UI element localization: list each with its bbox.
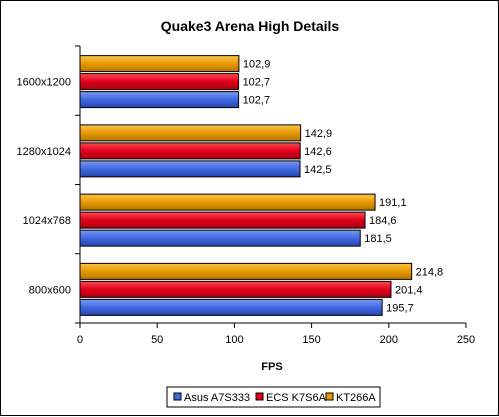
y-tick-label: 1600x1200	[17, 77, 71, 89]
bar-800x600-ecs-k7s6a	[79, 280, 392, 298]
legend-swatch	[173, 392, 182, 401]
bar-800x600-asus-a7s333	[79, 298, 383, 316]
axes-layer: 1600x1200 1280x1024 1024x768 800x600 0 50 100 1…	[17, 45, 475, 346]
y-tick-label: 800x600	[29, 284, 71, 296]
data-label: 102,7	[243, 95, 271, 107]
bar-1024x768-asus-a7s333	[79, 229, 361, 247]
data-label: 142,5	[304, 164, 332, 176]
bar-1024x768-kt266a	[79, 193, 376, 211]
y-tick-label: 1280x1024	[17, 146, 71, 158]
bar-800x600-kt266a	[79, 262, 413, 280]
x-tick-label: 100	[225, 334, 243, 346]
legend-swatch	[325, 392, 334, 401]
x-axis-title: FPS	[261, 361, 282, 373]
bar-1280x1024-kt266a	[79, 124, 302, 142]
bar-1600x1200-kt266a	[79, 55, 240, 73]
data-label: 201,4	[395, 284, 423, 296]
data-label: 184,6	[369, 215, 397, 227]
bar-1600x1200-asus-a7s333	[79, 91, 240, 109]
bar-1280x1024-ecs-k7s6a	[79, 142, 301, 160]
legend-label: KT266A	[336, 392, 376, 404]
bars-layer: 102,7 102,7 102,9 142,5 142,6 142,9 181,5 184,6…	[79, 55, 444, 316]
data-label: 102,7	[243, 77, 271, 89]
data-label: 214,8	[416, 266, 444, 278]
legend-label: ECS K7S6A	[266, 392, 327, 404]
x-tick-label: 0	[77, 334, 83, 346]
bar-1600x1200-ecs-k7s6a	[79, 73, 240, 91]
x-tick-label: 150	[302, 334, 320, 346]
chart-title: Quake3 Arena High Details	[161, 18, 340, 34]
legend-label: Asus A7S333	[184, 392, 250, 404]
bar-1280x1024-asus-a7s333	[79, 160, 301, 178]
data-label: 191,1	[379, 197, 407, 209]
x-tick-label: 200	[380, 334, 398, 346]
data-label: 142,9	[305, 128, 333, 140]
x-tick-label: 50	[151, 334, 163, 346]
data-label: 102,9	[243, 59, 271, 71]
legend: Asus A7S333 ECS K7S6A KT266A	[166, 386, 381, 408]
y-tick-label: 1024x768	[23, 215, 71, 227]
data-label: 142,6	[304, 146, 332, 158]
data-label: 195,7	[386, 302, 414, 314]
legend-swatch	[255, 392, 264, 401]
legend-box	[166, 386, 381, 408]
bar-1024x768-ecs-k7s6a	[79, 211, 366, 229]
x-tick-label: 250	[457, 334, 475, 346]
data-label: 181,5	[364, 233, 392, 245]
